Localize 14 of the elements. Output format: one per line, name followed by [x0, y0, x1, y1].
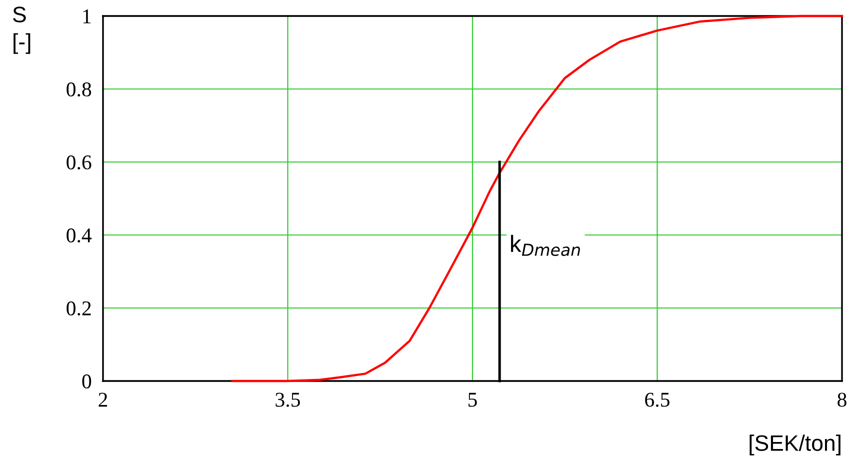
x-axis-title: [SEK/ton] — [750, 434, 840, 456]
y-axis-title: S [-] — [13, 6, 30, 54]
annotation: k$_{Dmean}$ — [511, 234, 580, 256]
x-tick-label: 6.5 — [645, 392, 670, 407]
y-tick-label: 0 — [82, 374, 92, 388]
y-tick-label: 0.2 — [66, 301, 91, 316]
y-tick-label: 0.8 — [66, 82, 92, 97]
y-tick-label: 0.4 — [66, 228, 92, 243]
x-tick-label: 5 — [468, 392, 477, 407]
y-tick-label: 0.6 — [66, 155, 92, 170]
x-tick-label: 2 — [98, 392, 108, 407]
x-tick-label: 8 — [838, 392, 846, 407]
y-tick-label: 1 — [83, 9, 91, 24]
x-tick-label: 3.5 — [276, 392, 300, 407]
